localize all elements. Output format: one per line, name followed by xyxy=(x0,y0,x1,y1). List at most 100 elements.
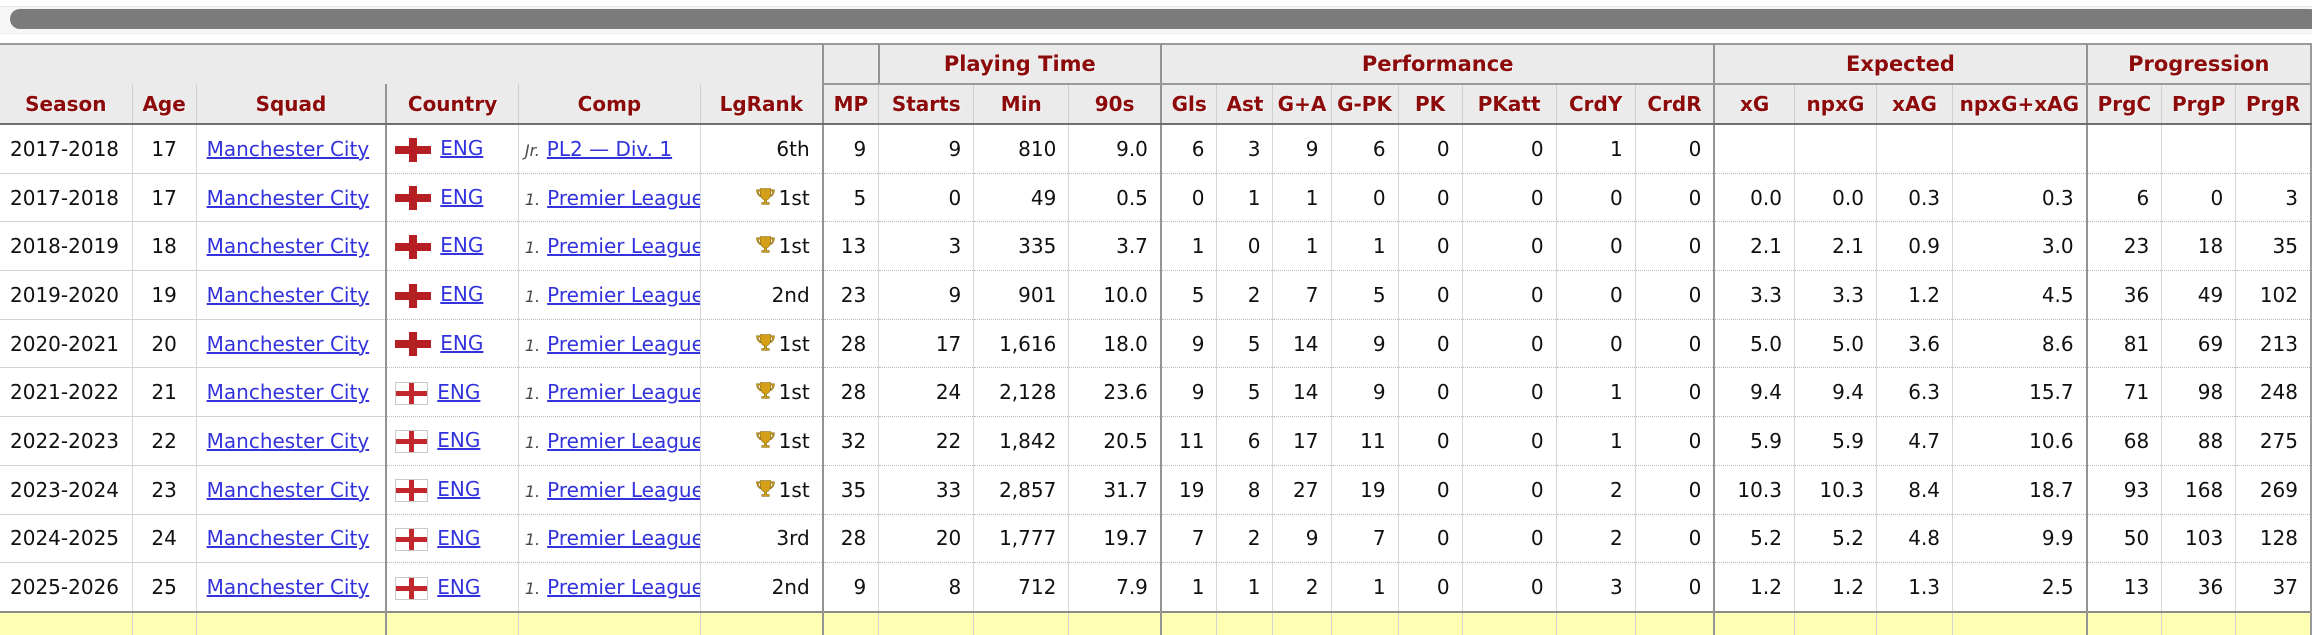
squad-link[interactable]: Manchester City xyxy=(206,185,370,210)
g-plus-a-cell: 27 xyxy=(1272,464,1331,514)
npxg-plus-xag-cell: 15.7 xyxy=(1952,367,2087,417)
yellow-cards-cell: 3 xyxy=(1555,562,1636,612)
competition-link[interactable]: Premier League xyxy=(547,282,701,307)
red-cards-cell: 0 xyxy=(1634,416,1715,466)
country-link[interactable]: ENG xyxy=(437,379,481,404)
age-cell: 22 xyxy=(131,416,197,466)
g-plus-a-cell: 14 xyxy=(1272,367,1331,417)
scrollbar-thumb[interactable] xyxy=(10,9,2312,29)
col-header-g-minus-pk[interactable]: G-PK xyxy=(1330,84,1399,125)
group-header-blank xyxy=(0,44,823,84)
col-header-age[interactable]: Age xyxy=(131,84,197,125)
country-link[interactable]: ENG xyxy=(437,428,481,453)
col-header-starts[interactable]: Starts xyxy=(878,84,974,125)
col-header-pk[interactable]: PK xyxy=(1397,84,1463,125)
col-header-90s[interactable]: 90s xyxy=(1068,84,1161,125)
yellow-cards-cell xyxy=(1555,610,1636,635)
squad-link[interactable]: Manchester City xyxy=(206,234,370,259)
trophy-icon xyxy=(755,235,776,256)
squad-link[interactable]: Manchester City xyxy=(206,136,370,161)
competition-link[interactable]: Premier League xyxy=(547,380,701,405)
col-header-prgc[interactable]: PrgC xyxy=(2085,84,2162,125)
pk-cell: 0 xyxy=(1397,172,1463,222)
competition-link[interactable]: Premier League xyxy=(547,234,701,259)
season-cell: 2025-2026 xyxy=(0,562,133,612)
competition-link[interactable]: Premier League xyxy=(547,428,701,453)
col-header-season[interactable]: Season xyxy=(0,84,133,125)
squad-link[interactable]: Manchester City xyxy=(206,575,370,600)
squad-link[interactable]: Manchester City xyxy=(206,331,370,356)
country-link[interactable]: ENG xyxy=(437,525,481,550)
prgc-cell: 6 xyxy=(2085,172,2162,222)
country-link[interactable]: ENG xyxy=(440,184,484,209)
season-cell: 2020-2021 xyxy=(0,318,133,368)
90s-cell: 7.9 xyxy=(1068,562,1161,612)
col-header-xg[interactable]: xG xyxy=(1713,84,1795,125)
g-minus-pk-cell xyxy=(1330,610,1399,635)
squad-link[interactable]: Manchester City xyxy=(206,380,370,405)
red-cards-cell: 0 xyxy=(1634,318,1715,368)
prgc-cell: 93 xyxy=(2085,464,2162,514)
squad-link[interactable]: Manchester City xyxy=(206,428,370,453)
xag-cell: 3.6 xyxy=(1875,318,1953,368)
col-header-ast[interactable]: Ast xyxy=(1216,84,1273,125)
prgp-cell xyxy=(2161,124,2236,174)
col-header-crdy[interactable]: CrdY xyxy=(1555,84,1636,125)
comp-tier-prefix: Jr. xyxy=(524,140,540,160)
prgr-cell: 213 xyxy=(2235,318,2312,368)
england-flag-icon xyxy=(395,137,432,162)
col-header-gls[interactable]: Gls xyxy=(1159,84,1217,125)
col-header-prgr[interactable]: PrgR xyxy=(2235,84,2312,125)
lgrank-cell: 1st xyxy=(700,172,823,222)
xg-cell: 10.3 xyxy=(1713,464,1795,514)
mp-cell xyxy=(821,610,879,635)
squad-link[interactable]: Manchester City xyxy=(206,477,370,502)
country-link[interactable]: ENG xyxy=(437,477,481,502)
season-row-2023-2024: 2023-2024 23 Manchester City ENG 1. Premier L… xyxy=(0,464,2312,514)
prgp-cell: 36 xyxy=(2161,562,2236,612)
mp-cell: 9 xyxy=(821,562,879,612)
col-header-squad[interactable]: Squad xyxy=(195,84,387,125)
npxg-cell: 5.9 xyxy=(1793,416,1877,466)
squad-link[interactable]: Manchester City xyxy=(206,282,370,307)
col-header-min[interactable]: Min xyxy=(973,84,1069,125)
season-row-2017-2018-pl2: 2017-2018 17 Manchester City ENG Jr. PL2 — Di… xyxy=(0,124,2312,174)
col-header-npxg[interactable]: npxG xyxy=(1793,84,1877,125)
prgp-cell xyxy=(2161,610,2236,635)
g-minus-pk-cell: 1 xyxy=(1330,562,1399,612)
prgc-cell: 36 xyxy=(2085,270,2162,320)
country-link[interactable]: ENG xyxy=(437,574,481,599)
mp-cell: 32 xyxy=(821,416,879,466)
country-link[interactable]: ENG xyxy=(440,282,484,307)
col-header-lgrank[interactable]: LgRank xyxy=(700,84,823,125)
lgrank-value: 2nd xyxy=(771,575,810,600)
competition-link[interactable]: Premier League xyxy=(547,185,701,210)
col-header-prgp[interactable]: PrgP xyxy=(2161,84,2236,125)
country-link[interactable]: ENG xyxy=(440,233,484,258)
npxg-cell: 10.3 xyxy=(1793,464,1877,514)
squad-link[interactable]: Manchester City xyxy=(206,526,370,551)
col-header-crdr[interactable]: CrdR xyxy=(1634,84,1715,125)
squad-cell: Manchester City xyxy=(195,318,387,368)
col-header-pkatt[interactable]: PKatt xyxy=(1461,84,1557,125)
competition-link[interactable]: Premier League xyxy=(547,477,701,502)
col-header-comp[interactable]: Comp xyxy=(517,84,701,125)
country-link[interactable]: ENG xyxy=(440,330,484,355)
country-link[interactable]: ENG xyxy=(440,136,484,161)
pk-cell: 0 xyxy=(1397,464,1463,514)
col-header-g-plus-a[interactable]: G+A xyxy=(1272,84,1331,125)
squad-cell: Manchester City xyxy=(195,562,387,612)
pkatt-cell: 0 xyxy=(1461,562,1557,612)
col-header-country[interactable]: Country xyxy=(385,84,519,125)
npxg-plus-xag-cell: 18.7 xyxy=(1952,464,2087,514)
competition-link[interactable]: PL2 — Div. 1 xyxy=(546,136,673,161)
competition-link[interactable]: Premier League xyxy=(547,575,701,600)
90s-cell: 0.5 xyxy=(1068,172,1161,222)
competition-link[interactable]: Premier League xyxy=(547,526,701,551)
england-flag-icon xyxy=(395,430,429,454)
red-cards-cell: 0 xyxy=(1634,270,1715,320)
col-header-mp[interactable]: MP xyxy=(821,84,879,125)
competition-link[interactable]: Premier League xyxy=(547,331,701,356)
col-header-npxg-plus-xag[interactable]: npxG+xAG xyxy=(1952,84,2087,125)
col-header-xag[interactable]: xAG xyxy=(1875,84,1953,125)
